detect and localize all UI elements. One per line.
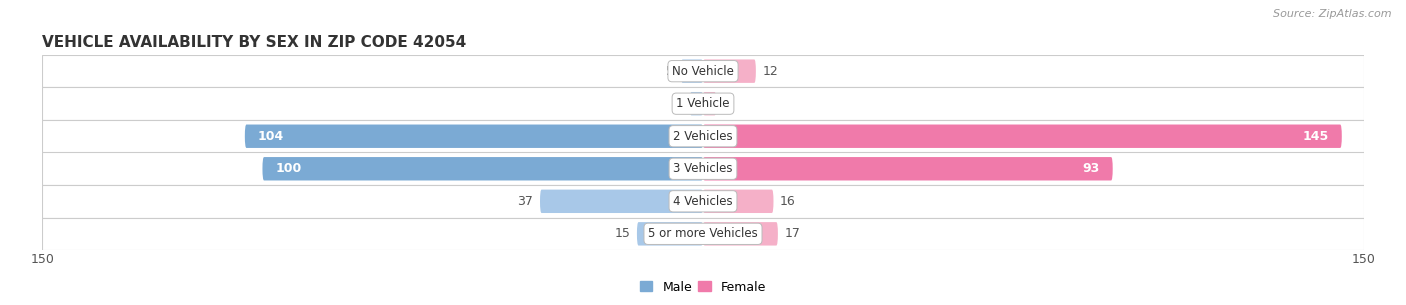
- FancyBboxPatch shape: [703, 124, 1341, 148]
- Text: 1 Vehicle: 1 Vehicle: [676, 97, 730, 110]
- FancyBboxPatch shape: [703, 157, 1112, 181]
- Text: Source: ZipAtlas.com: Source: ZipAtlas.com: [1274, 9, 1392, 19]
- Text: 5: 5: [666, 65, 675, 78]
- Text: 93: 93: [1083, 162, 1099, 175]
- FancyBboxPatch shape: [703, 59, 756, 83]
- Bar: [42, 120, 1364, 152]
- FancyBboxPatch shape: [690, 92, 703, 115]
- FancyBboxPatch shape: [681, 59, 703, 83]
- Text: 145: 145: [1302, 130, 1329, 143]
- Text: 12: 12: [762, 65, 779, 78]
- Text: 3 Vehicles: 3 Vehicles: [673, 162, 733, 175]
- FancyBboxPatch shape: [703, 92, 716, 115]
- Text: 17: 17: [785, 227, 800, 240]
- Legend: Male, Female: Male, Female: [636, 275, 770, 299]
- Text: 104: 104: [259, 130, 284, 143]
- Text: 37: 37: [517, 195, 533, 208]
- Text: 15: 15: [614, 227, 630, 240]
- Text: 0: 0: [725, 97, 733, 110]
- Text: No Vehicle: No Vehicle: [672, 65, 734, 78]
- Text: 2 Vehicles: 2 Vehicles: [673, 130, 733, 143]
- FancyBboxPatch shape: [637, 222, 703, 246]
- FancyBboxPatch shape: [703, 190, 773, 213]
- FancyBboxPatch shape: [245, 124, 703, 148]
- Text: 0: 0: [673, 97, 681, 110]
- Text: 4 Vehicles: 4 Vehicles: [673, 195, 733, 208]
- Bar: [42, 217, 1364, 250]
- Text: 100: 100: [276, 162, 302, 175]
- Bar: [42, 88, 1364, 120]
- FancyBboxPatch shape: [263, 157, 703, 181]
- Text: 16: 16: [780, 195, 796, 208]
- Text: VEHICLE AVAILABILITY BY SEX IN ZIP CODE 42054: VEHICLE AVAILABILITY BY SEX IN ZIP CODE …: [42, 35, 467, 50]
- Text: 5 or more Vehicles: 5 or more Vehicles: [648, 227, 758, 240]
- Bar: [42, 55, 1364, 88]
- FancyBboxPatch shape: [703, 222, 778, 246]
- Bar: [42, 152, 1364, 185]
- FancyBboxPatch shape: [540, 190, 703, 213]
- Bar: [42, 185, 1364, 217]
